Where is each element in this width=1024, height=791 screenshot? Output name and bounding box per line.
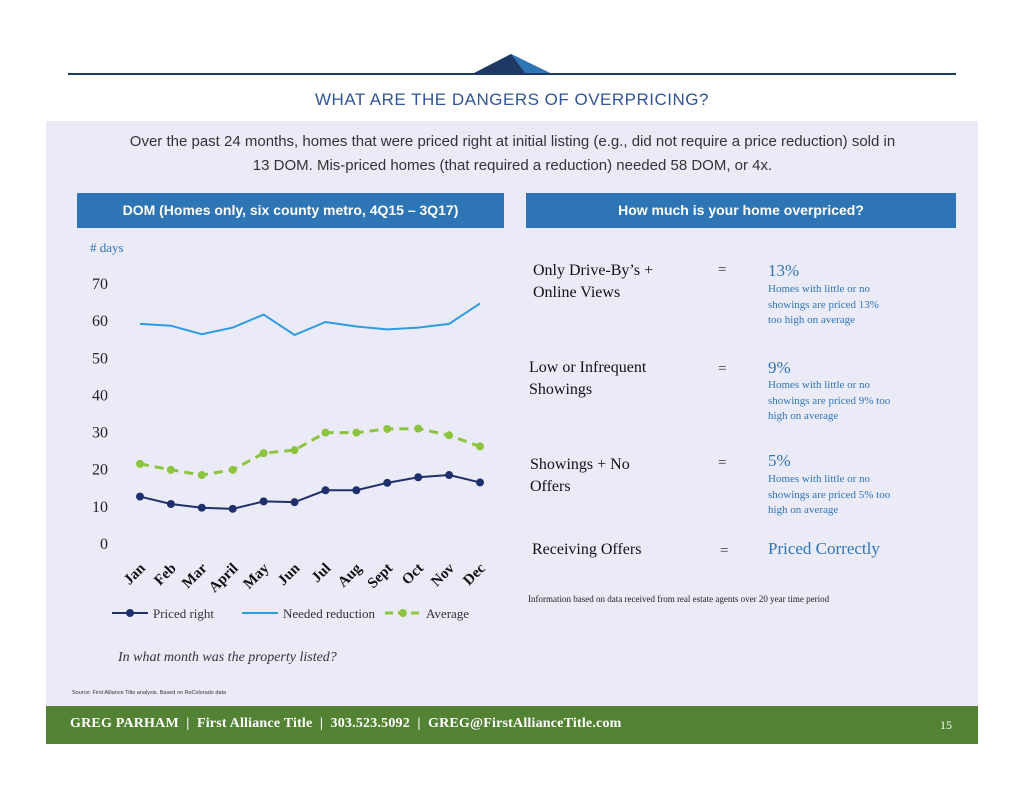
data-point: [259, 497, 268, 506]
y-tick-label: 30: [92, 425, 108, 442]
row-description: Homes with little or no showings are pric…: [768, 473, 891, 516]
footer-contact: GREG PARHAM | First Alliance Title | 303…: [70, 716, 622, 731]
intro-text: Over the past 24 months, homes that were…: [70, 130, 955, 178]
x-tick-label: Jan: [121, 560, 149, 588]
data-point: [166, 465, 175, 474]
data-point: [383, 424, 392, 433]
equals-sign: =: [718, 361, 727, 377]
data-point: [259, 449, 268, 458]
row-label: Showings + No Offers: [530, 456, 630, 495]
equals-sign: =: [718, 455, 727, 471]
data-point: [136, 492, 144, 501]
x-tick-label: Aug: [335, 560, 366, 591]
overpricing-row: Showings + No Offers: [530, 454, 630, 498]
y-tick-label: 70: [92, 276, 108, 293]
legend-label: Average: [426, 606, 469, 621]
overpricing-row: Only Drive-By’s + Online Views: [533, 260, 653, 304]
data-point: [445, 431, 454, 440]
intro-line-1: Over the past 24 months, homes that were…: [129, 133, 896, 150]
row-percent: Priced Correctly: [768, 539, 880, 558]
x-tick-label: Jul: [309, 561, 334, 586]
overpricing-row: Low or Infrequent Showings: [529, 357, 646, 401]
data-point: [228, 504, 237, 513]
overpricing-row: Receiving Offers: [532, 539, 641, 561]
data-point: [352, 428, 361, 437]
data-point: [197, 471, 206, 480]
x-tick-label: April: [206, 561, 241, 596]
chart-header: DOM (Homes only, six county metro, 4Q15 …: [77, 193, 504, 228]
y-tick-label: 0: [100, 536, 108, 553]
data-point: [476, 442, 484, 451]
series-line-priced-right: [139, 474, 481, 510]
row-percent: 9%: [768, 358, 791, 377]
x-tick-label: Nov: [428, 560, 458, 590]
row-label: Only Drive-By’s + Online Views: [533, 262, 654, 301]
equals-sign: =: [720, 543, 729, 559]
row-label: Receiving Offers: [532, 541, 642, 558]
table-header: How much is your home overpriced?: [526, 193, 956, 228]
legend-label: Needed reduction: [283, 606, 376, 621]
page-number: 15: [940, 718, 952, 732]
footer-bar: [46, 706, 978, 744]
y-axis-label: # days: [90, 240, 124, 255]
x-tick-label: May: [241, 560, 273, 592]
header-rule: [68, 73, 956, 75]
y-tick-label: 60: [92, 313, 108, 330]
source-note: Source: First Alliance Title analysis. B…: [72, 690, 227, 696]
y-tick-label: 10: [92, 499, 108, 516]
legend-marker: [126, 609, 134, 617]
data-point: [290, 446, 299, 455]
data-point: [197, 503, 206, 512]
legend-marker: [399, 609, 407, 617]
data-point: [321, 486, 330, 495]
chart-question: In what month was the property listed?: [118, 650, 337, 665]
row-label: Low or Infrequent Showings: [529, 359, 647, 398]
data-point: [321, 428, 330, 437]
series-line-average: [139, 427, 481, 477]
data-point: [445, 471, 454, 480]
data-point: [383, 478, 392, 487]
row-percent: 13%: [768, 261, 800, 280]
data-point: [352, 486, 361, 495]
series-line-needed-reduction: [139, 302, 481, 337]
legend-label: Priced right: [153, 606, 214, 621]
x-tick-label: Dec: [460, 560, 489, 589]
row-description: Homes with little or no showings are pric…: [768, 283, 879, 326]
x-tick-label: Feb: [151, 561, 179, 589]
data-point: [166, 500, 175, 508]
data-point: [228, 465, 237, 474]
y-tick-label: 40: [92, 387, 108, 404]
row-percent: 5%: [768, 451, 791, 470]
data-note: Information based on data received from …: [528, 594, 830, 604]
data-point: [414, 473, 423, 482]
data-point: [476, 478, 484, 487]
data-point: [414, 424, 423, 433]
intro-line-2: 13 DOM. Mis-priced homes (that required …: [252, 157, 773, 174]
logo-peak-icon: [474, 54, 550, 73]
x-tick-label: Oct: [399, 561, 427, 589]
x-tick-label: Sept: [365, 561, 396, 592]
data-point: [290, 498, 299, 507]
x-tick-label: Mar: [179, 560, 211, 592]
page-title: WHAT ARE THE DANGERS OF OVERPRICING?: [315, 90, 709, 109]
row-description: Homes with little or no showings are pric…: [768, 379, 891, 422]
equals-sign: =: [718, 262, 727, 278]
y-tick-label: 50: [92, 350, 108, 367]
y-tick-label: 20: [92, 462, 108, 479]
data-point: [136, 459, 144, 468]
x-tick-label: Jun: [275, 560, 304, 589]
